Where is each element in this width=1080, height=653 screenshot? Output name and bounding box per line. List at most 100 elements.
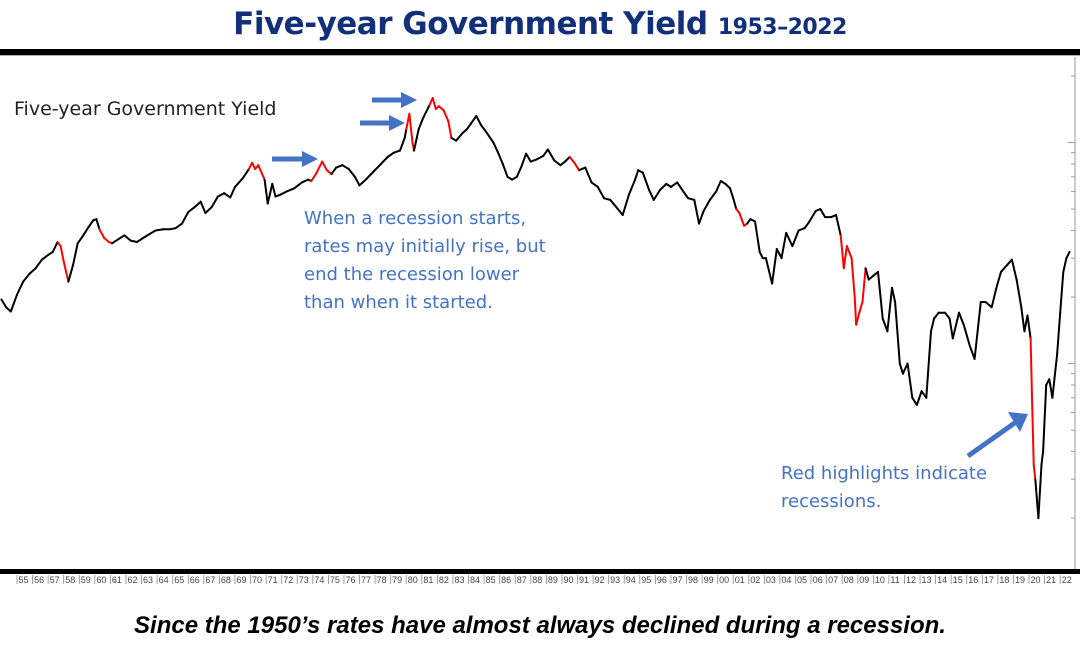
yield-segment (1067, 250, 1071, 256)
yield-segment (515, 165, 523, 178)
recession-segment (442, 109, 450, 123)
yield-segment (715, 180, 722, 193)
yield-segment (933, 311, 940, 320)
yield-segment (1051, 353, 1059, 399)
yield-segment (780, 231, 788, 260)
yield-segment (111, 238, 120, 245)
y-axis-right (1068, 57, 1076, 569)
yield-segment (466, 121, 473, 131)
yield-segment (271, 182, 277, 198)
note-line: Red highlights indicate (781, 463, 988, 484)
x-tick-label: 05 (797, 575, 807, 585)
x-tick-label: 01 (735, 575, 745, 585)
x-tick-label: 88 (532, 575, 542, 585)
yield-segment (413, 128, 420, 152)
x-tick-label: 06 (813, 575, 823, 585)
recession-segment (855, 311, 861, 326)
recession-segment (321, 160, 328, 172)
x-tick-label: 11 (890, 575, 899, 585)
yield-segment (621, 193, 630, 216)
x-tick-label: 89 (548, 575, 558, 585)
yield-segment (754, 220, 761, 253)
yield-segment (300, 178, 310, 184)
yield-segment (51, 241, 59, 253)
x-tick-label: 17 (984, 575, 994, 585)
title-divider (0, 49, 1080, 55)
yield-segment (81, 226, 90, 238)
yield-segment (199, 200, 207, 214)
yield-segment (693, 198, 700, 225)
yield-segment (223, 192, 232, 199)
x-tick-label: 00 (719, 575, 729, 585)
recession-segment (431, 97, 437, 110)
yield-segment (181, 211, 190, 225)
yield-segment (187, 206, 196, 213)
x-tick-label: 73 (299, 575, 309, 585)
x-tick-label: 60 (96, 575, 106, 585)
yield-segment (386, 151, 395, 158)
legend-note: Red highlights indicate recessions. (781, 460, 987, 516)
chart-inner-title: Five-year Government Yield (14, 98, 277, 120)
x-tick-label: 74 (314, 575, 324, 585)
recession-segment (447, 120, 453, 139)
recession-note: When a recession starts, rates may initi… (304, 205, 546, 317)
note-line: than when it started. (304, 292, 493, 313)
yield-segment (578, 166, 587, 172)
yield-segment (520, 152, 528, 168)
yield-segment (1059, 270, 1065, 314)
yield-segment (16, 280, 25, 296)
recession-segment (839, 234, 845, 270)
yield-segment (204, 206, 213, 214)
yield-segment (944, 311, 951, 320)
yield-segment (930, 317, 936, 333)
x-tick-label: 95 (641, 575, 651, 585)
yield-segment (1010, 258, 1018, 281)
x-tick-label: 77 (361, 575, 371, 585)
yield-segment (330, 166, 338, 176)
yield-segment (915, 390, 923, 406)
yield-segment (403, 128, 408, 139)
x-tick-label: 75 (330, 575, 340, 585)
yield-segment (891, 286, 897, 303)
yield-segment (1062, 257, 1068, 273)
yield-segment (486, 132, 495, 144)
yield-segment (901, 362, 909, 375)
yield-segment (0, 298, 8, 309)
recession-segment (842, 245, 848, 270)
yield-segment (676, 181, 685, 193)
yield-segment (536, 154, 545, 161)
yield-segment (229, 185, 236, 199)
title-text: Five-year Government Yield (233, 6, 708, 42)
yield-segment (867, 274, 875, 281)
yield-segment (771, 248, 778, 285)
yield-segment (652, 189, 661, 201)
x-tick-label: 83 (454, 575, 464, 585)
yield-segment (973, 301, 982, 360)
yield-segment (34, 258, 43, 270)
yield-segment (634, 169, 640, 181)
yield-segment (958, 311, 965, 326)
recession-segment (853, 296, 858, 326)
yield-chart: 55 56 57 58 59 60 61 62 63 64 65 66 67 68 69 70 71 72 73 74… (0, 57, 1076, 585)
x-tick-label: 81 (423, 575, 433, 585)
recession-segment (858, 301, 864, 314)
x-tick-label: 68 (221, 575, 231, 585)
yield-segment (335, 164, 344, 169)
yield-segment (72, 242, 79, 266)
x-tick-label: 66 (190, 575, 200, 585)
x-tick-label: 79 (392, 575, 402, 585)
yield-segment (501, 163, 509, 178)
yield-segment (475, 114, 482, 126)
yield-segment (470, 114, 478, 124)
yield-segment (129, 239, 138, 243)
yield-segment (9, 293, 18, 313)
x-tick-label: 80 (408, 575, 418, 585)
yield-segment (553, 159, 562, 167)
recession-segment (1031, 404, 1035, 466)
yield-segment (764, 257, 774, 285)
title-years: 1953–2022 (717, 15, 847, 40)
yield-segment (422, 103, 431, 119)
recession-segment (103, 237, 110, 243)
x-tick-label: 09 (859, 575, 869, 585)
yield-segment (168, 227, 177, 231)
